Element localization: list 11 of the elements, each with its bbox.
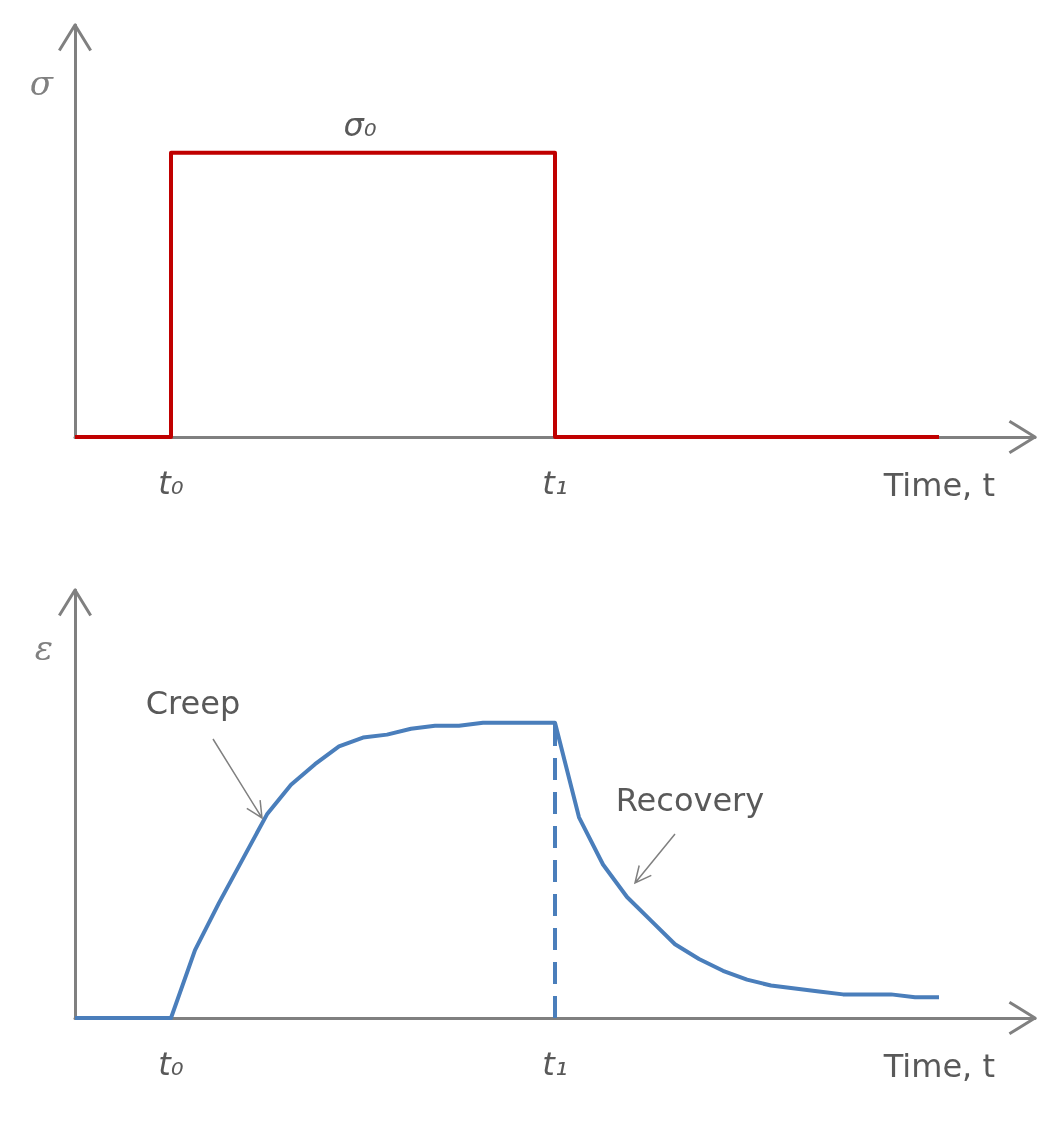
text: σ₀ [343, 106, 377, 144]
x-tick-label: t₀ [158, 464, 184, 502]
x-tick-label: t₁ [542, 1045, 568, 1083]
x-axis-title: Time, t [882, 1047, 995, 1085]
annotation: Recovery [615, 781, 765, 819]
y-axis-title: ε [34, 628, 53, 668]
x-tick-label: t₀ [158, 1045, 184, 1083]
y-axis-title: σ [29, 63, 54, 103]
text: Creep [145, 684, 241, 722]
x-axis-title: Time, t [882, 466, 995, 504]
x-tick-label: t₁ [542, 464, 568, 502]
